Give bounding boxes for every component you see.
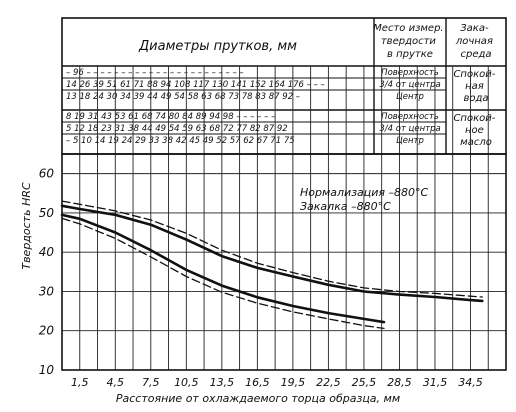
- plot-grid: [62, 66, 506, 370]
- series-line-1: [60, 204, 484, 303]
- x-tick-label: 7,5: [142, 376, 160, 389]
- x-tick-label: 25,5: [352, 376, 377, 389]
- y-tick-label: 20: [39, 324, 55, 338]
- x-tick-label: 10,5: [174, 376, 199, 389]
- oil-medium-line-3: масло: [460, 137, 492, 148]
- oil-medium-line-2: ное: [465, 125, 484, 136]
- oil-row-three-quarter: 5 12 18 23 31 38 44 49 54 59 63 68 72 77…: [66, 124, 288, 134]
- water-row-surface: – 96 – – – – – – – – – – – – – – – – – –…: [66, 68, 244, 78]
- annotation-line-1: Нормализация –880°С: [300, 186, 429, 199]
- oil-row-surface: 8 19 31 43 53 61 68 74 80 84 89 94 98 – …: [66, 112, 275, 122]
- plot-frame: [61, 153, 507, 371]
- water-medium-line-3: вода: [463, 93, 488, 104]
- annotation: Нормализация –880°С Закалка –880°С: [300, 186, 432, 213]
- y-axis-label: Твердость HRC: [20, 182, 33, 270]
- water-place-surface: Поверхность: [381, 68, 439, 78]
- annotation-line-2: Закалка –880°С: [300, 200, 391, 213]
- medium-column-title: Зака- лочная среда: [455, 23, 496, 60]
- oil-medium-line-1: Спокой-: [453, 113, 495, 124]
- x-tick-label: 4,5: [107, 376, 125, 389]
- medium-title-line-3: среда: [460, 49, 491, 60]
- y-tick-label: 40: [39, 245, 55, 259]
- y-tick-label: 60: [39, 167, 55, 181]
- y-tick-label: 30: [39, 284, 55, 298]
- x-tick-label: 1,5: [71, 376, 89, 389]
- water-medium-line-2: ная: [465, 81, 484, 92]
- medium-title-line-2: лочная: [455, 36, 493, 47]
- x-tick-label: 34,5: [458, 376, 483, 389]
- x-tick-label: 16,5: [245, 376, 270, 389]
- x-tick-label: 13,5: [210, 376, 235, 389]
- x-tick-label: 19,5: [281, 376, 306, 389]
- y-tick-labels: 10 20 30 40 50 60: [39, 167, 55, 377]
- place-title-line-1: Место измер.: [373, 23, 443, 34]
- oil-medium: Спокой- ное масло: [453, 113, 498, 148]
- x-axis-label: Расстояние от охлаждаемого торца образца…: [116, 392, 400, 405]
- oil-place-three-quarter: 3/4 от центра: [379, 124, 440, 134]
- medium-title-line-1: Зака-: [460, 23, 489, 34]
- y-tick-label: 10: [39, 363, 55, 377]
- place-column-title: Место измер. твердости в прутке: [373, 23, 447, 60]
- series-line-3: [60, 213, 386, 324]
- water-row-three-quarter: 14 26 39 51 61 71 88 94 108 117 130 141 …: [66, 80, 325, 90]
- water-medium-line-1: Спокой-: [453, 69, 495, 80]
- hardness-curves: [60, 200, 484, 330]
- series-line-2: [61, 200, 483, 298]
- water-row-center: 13 18 24 30 34 39 44 49 54 58 63 68 73 7…: [66, 92, 300, 102]
- water-place-three-quarter: 3/4 от центра: [379, 80, 440, 90]
- oil-place-center: Центр: [396, 136, 424, 146]
- diameters-title: Диаметры прутков, мм: [138, 39, 297, 54]
- place-title-line-2: твердости: [381, 36, 437, 47]
- oil-row-center: – 5 10 14 19 24 29 33 38 42 45 49 52 57 …: [66, 136, 295, 146]
- place-title-line-3: в прутке: [387, 49, 433, 60]
- y-tick-label: 50: [39, 206, 55, 220]
- x-tick-label: 31,5: [423, 376, 448, 389]
- x-tick-label: 22,5: [316, 376, 341, 389]
- water-place-center: Центр: [396, 92, 424, 102]
- x-tick-label: 28,5: [387, 376, 412, 389]
- series-line-4: [61, 217, 385, 330]
- water-medium: Спокой- ная вода: [453, 69, 498, 104]
- x-tick-labels: 1,5 4,5 7,5 10,5 13,5 16,5 19,5 22,5 25,5 28,5 31,…: [71, 376, 483, 389]
- oil-place-surface: Поверхность: [381, 112, 439, 122]
